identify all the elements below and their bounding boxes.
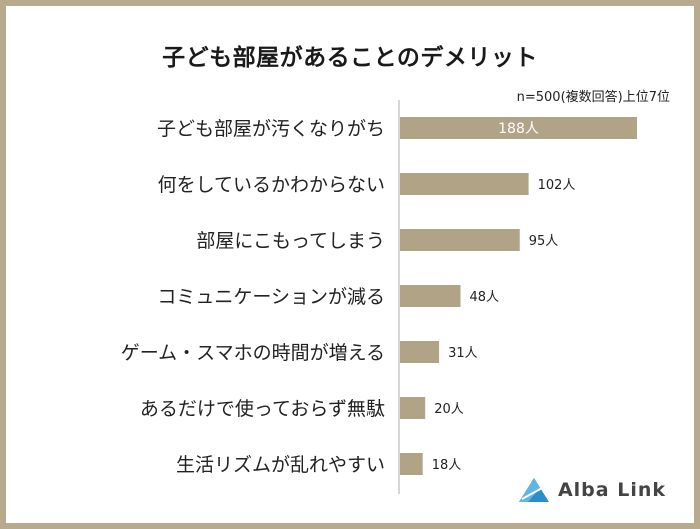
- bar: [400, 229, 520, 251]
- value-label: 48人: [470, 290, 500, 305]
- value-label: 102人: [538, 178, 576, 193]
- category-label: 何をしているかわからない: [158, 174, 385, 196]
- sample-note: n=500(複数回答)上位7位: [516, 90, 670, 105]
- category-label: 部屋にこもってしまう: [196, 230, 385, 252]
- category-label: ゲーム・スマホの時間が増える: [121, 342, 385, 364]
- value-label: 95人: [529, 234, 559, 249]
- bar: [400, 117, 637, 139]
- value-label: 18人: [432, 458, 462, 473]
- category-label: 子ども部屋が汚くなりがち: [157, 118, 385, 140]
- category-label: 生活リズムが乱れやすい: [176, 454, 385, 476]
- bar: [400, 173, 529, 195]
- category-label: コミュニケーションが減る: [157, 286, 385, 308]
- bar: [400, 397, 426, 419]
- bar: [400, 341, 440, 363]
- category-label: あるだけで使っておらず無駄: [140, 398, 385, 420]
- value-label: 20人: [434, 402, 464, 417]
- value-label: 31人: [448, 346, 478, 361]
- bar: [400, 285, 461, 307]
- value-label: 188人: [498, 121, 539, 137]
- brand-name: Alba Link: [557, 479, 666, 501]
- chart-title: 子ども部屋があることのデメリット: [162, 45, 538, 71]
- brand-logo: Alba Link: [518, 477, 666, 503]
- alba-link-logo-icon: [518, 478, 549, 502]
- bar: [400, 453, 423, 475]
